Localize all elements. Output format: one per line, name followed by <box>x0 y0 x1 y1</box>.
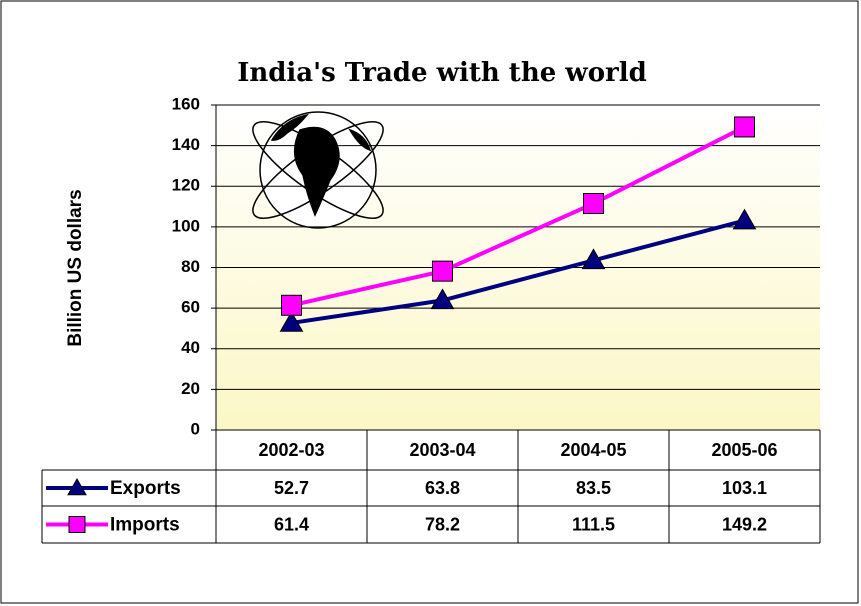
legend-label: Imports <box>110 515 180 536</box>
table-value: 149.2 <box>722 514 767 534</box>
y-tick-label: 100 <box>172 216 200 235</box>
table-value: 52.7 <box>274 478 309 498</box>
y-tick-label: 140 <box>172 135 200 154</box>
y-tick-label: 20 <box>181 379 200 398</box>
x-tick-label: 2004-05 <box>560 440 626 460</box>
y-tick-label: 40 <box>181 338 200 357</box>
point-marker <box>282 295 302 315</box>
table-value: 78.2 <box>425 514 460 534</box>
chart: India's Trade with the world Billion US … <box>0 0 861 606</box>
table-value: 63.8 <box>425 478 460 498</box>
point-marker <box>433 261 453 281</box>
legend-label: Exports <box>110 478 181 499</box>
table-value: 61.4 <box>274 514 309 534</box>
point-marker <box>584 194 604 214</box>
y-axis-label: Billion US dollars <box>65 189 86 346</box>
table-value: 111.5 <box>572 514 615 534</box>
x-tick-label: 2003-04 <box>409 440 475 460</box>
y-tick-label: 120 <box>172 176 200 195</box>
y-tick-label: 0 <box>191 419 200 438</box>
chart-title: India's Trade with the world <box>237 58 647 88</box>
y-tick-label: 60 <box>181 298 200 317</box>
legend-marker <box>69 517 85 533</box>
point-marker <box>735 117 755 137</box>
x-tick-label: 2002-03 <box>258 440 324 460</box>
table-value: 83.5 <box>576 478 611 498</box>
y-tick-label: 160 <box>172 94 200 113</box>
y-tick-label: 80 <box>181 257 200 276</box>
x-tick-label: 2005-06 <box>711 440 777 460</box>
table-value: 103.1 <box>722 478 767 498</box>
